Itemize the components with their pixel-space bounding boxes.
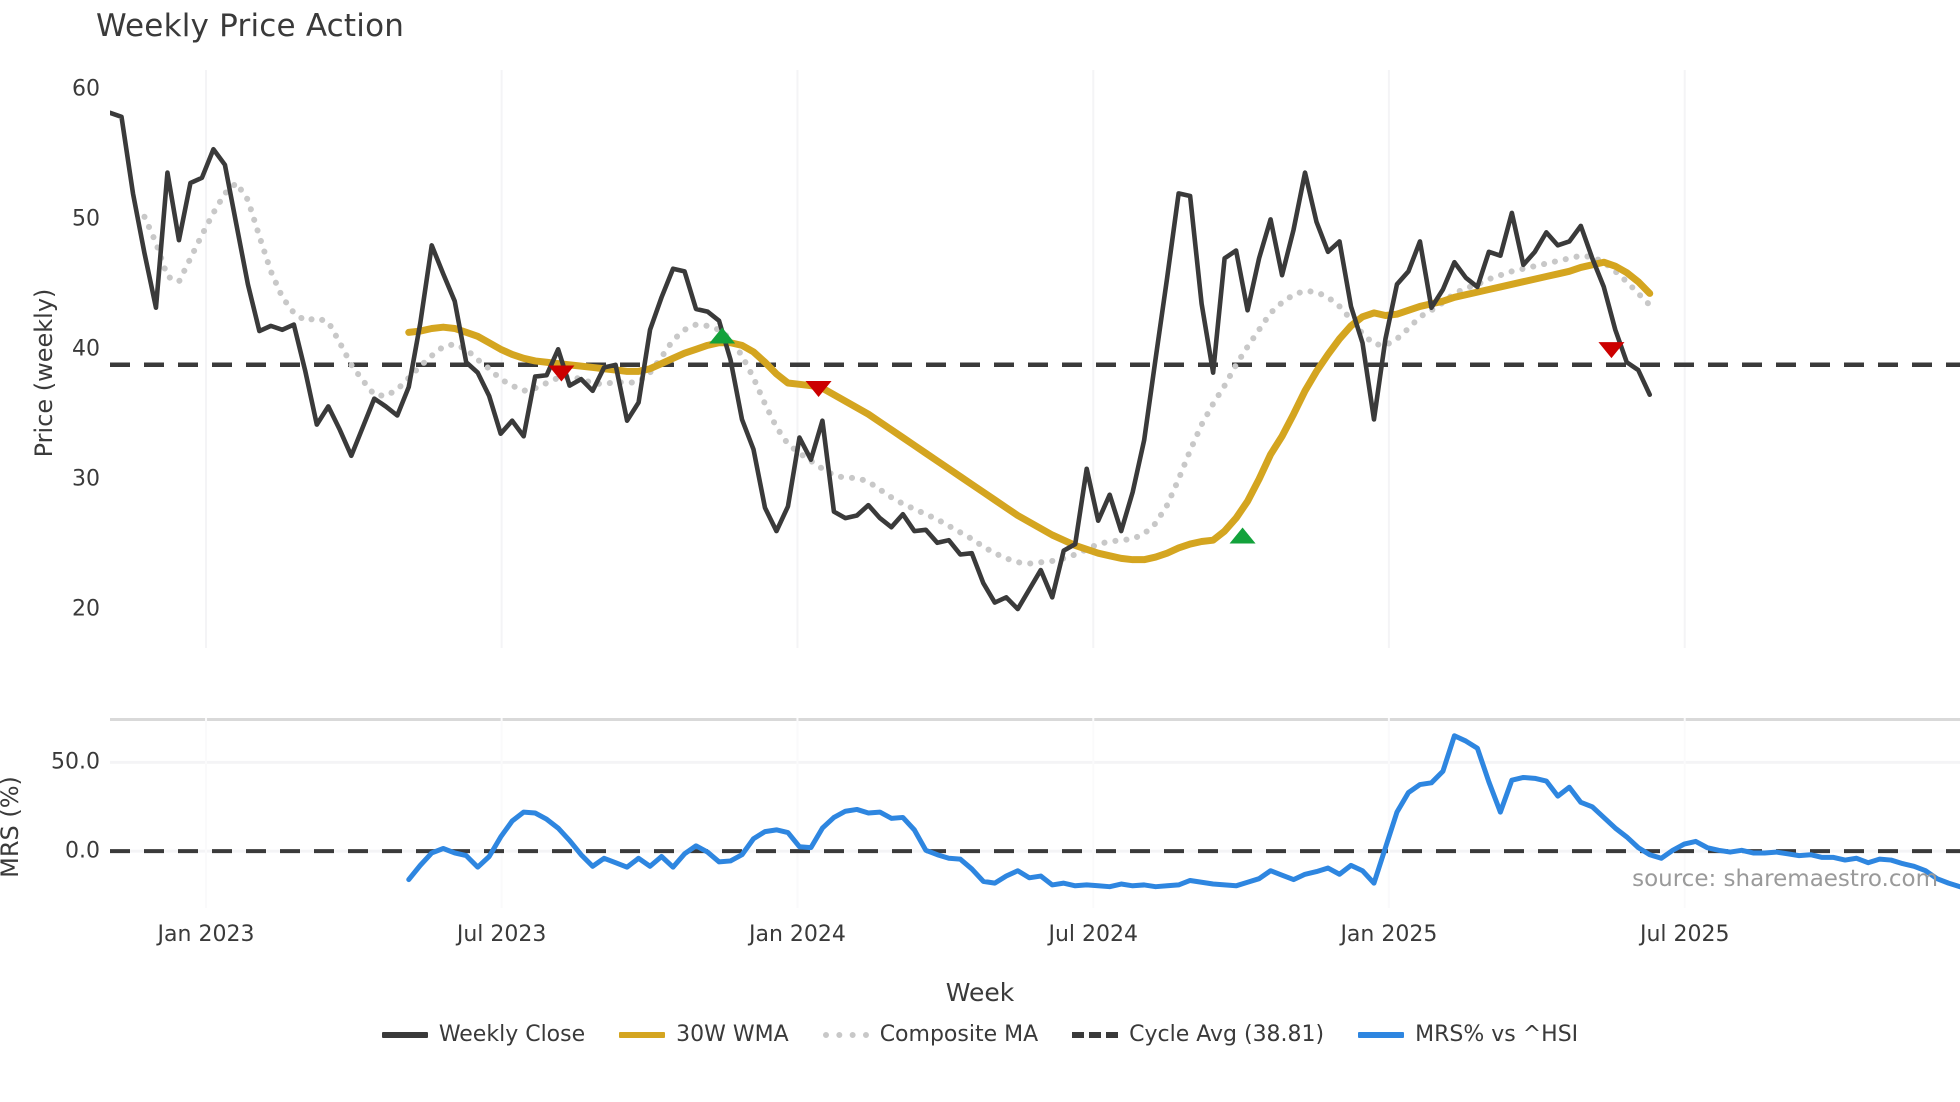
mrs-y-axis-ticks: 0.0 50.0 <box>0 718 100 908</box>
x-tick-label: Jan 2024 <box>749 922 846 947</box>
series-composite-ma <box>141 180 1653 567</box>
mrs-y-axis-label-wrap: MRS (%) <box>0 718 24 908</box>
legend-item-mrs-vs-hsi[interactable]: MRS% vs ^HSI <box>1358 1022 1578 1047</box>
price-y-axis-label: Price (weekly) <box>30 288 58 458</box>
price-plot-panel <box>110 70 1960 648</box>
mrs-y-axis-label: MRS (%) <box>0 776 24 878</box>
marker-sell-0 <box>548 365 575 382</box>
x-axis-label: Week <box>945 978 1015 1007</box>
price-ytick-label: 60 <box>72 76 100 102</box>
price-ytick-label: 20 <box>72 596 100 622</box>
series-mrs-vs-hsi <box>406 733 1960 890</box>
legend-swatch-icon <box>822 1026 869 1044</box>
legend-swatch-icon <box>619 1026 666 1044</box>
price-ytick-label: 40 <box>72 336 100 362</box>
legend-label: Weekly Close <box>438 1022 586 1047</box>
marker-sell-2 <box>805 381 832 398</box>
legend-item-cycle-avg-38-81[interactable]: Cycle Avg (38.81) <box>1072 1022 1324 1047</box>
series-30w-wma <box>405 258 1654 564</box>
x-tick-label: Jan 2025 <box>1340 922 1438 947</box>
chart-legend: Weekly Close 30W WMA Composite MA Cycle Avg… <box>0 1022 1960 1047</box>
price-ytick-label: 50 <box>72 206 100 232</box>
marker-buy-3 <box>1229 527 1256 544</box>
mrs-plot-svg <box>110 718 1960 908</box>
legend-label: Composite MA <box>879 1022 1039 1047</box>
x-tick-label: Jan 2023 <box>157 922 255 947</box>
x-tick-label: Jul 2025 <box>1639 922 1730 947</box>
legend-swatch-icon <box>1358 1026 1405 1044</box>
price-plot-svg <box>110 70 1960 648</box>
x-tick-label: Jul 2023 <box>456 922 547 947</box>
chart-title: Weekly Price Action <box>96 8 405 44</box>
legend-label: Cycle Avg (38.81) <box>1129 1022 1325 1047</box>
marker-buy-1 <box>709 327 736 344</box>
legend-item-weekly-close[interactable]: Weekly Close <box>381 1022 586 1047</box>
legend-swatch-icon <box>1072 1026 1119 1044</box>
mrs-ytick-label: 50.0 <box>51 749 100 775</box>
legend-label: MRS% vs ^HSI <box>1415 1022 1579 1047</box>
price-ytick-label: 30 <box>72 466 100 492</box>
legend-swatch-icon <box>381 1026 428 1044</box>
x-tick-label: Jul 2024 <box>1048 922 1139 947</box>
mrs-ytick-label: 0.0 <box>65 838 100 864</box>
series-weekly-close <box>110 110 1653 612</box>
marker-sell-4 <box>1598 342 1625 359</box>
price-y-axis-label-wrap: Price (weekly) <box>0 70 58 648</box>
legend-label: 30W WMA <box>676 1022 789 1047</box>
legend-item-composite-ma[interactable]: Composite MA <box>822 1022 1039 1047</box>
source-watermark: source: sharemaestro.com <box>1632 866 1938 892</box>
mrs-plot-panel <box>110 718 1960 908</box>
legend-item-30w-wma[interactable]: 30W WMA <box>619 1022 789 1047</box>
price-y-axis-ticks: 20 30 40 50 60 <box>0 70 100 648</box>
